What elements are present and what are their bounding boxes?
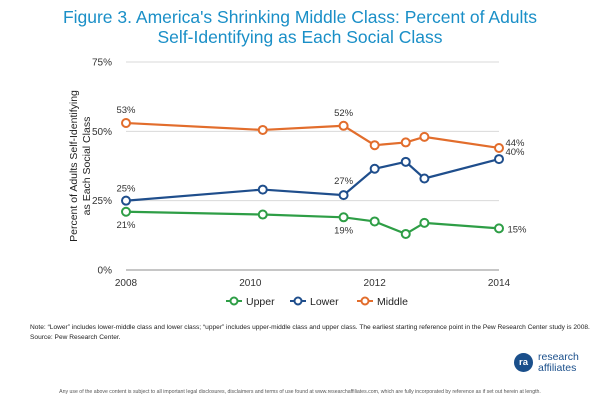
series-line-middle xyxy=(125,121,500,150)
legend-label: Lower xyxy=(310,296,339,308)
x-tick-label: 2012 xyxy=(364,278,387,289)
chart-title-line-1: Figure 3. America's Shrinking Middle Cla… xyxy=(62,7,538,27)
logo-text-line-1: research xyxy=(538,351,579,363)
data-point-marker xyxy=(400,156,411,167)
data-label: 19% xyxy=(334,225,354,236)
legend-marker xyxy=(229,296,239,306)
x-tick-label: 2008 xyxy=(115,278,138,289)
y-axis-label-line-2: as Each Social Class xyxy=(81,117,93,216)
data-point-marker xyxy=(257,209,268,220)
legend-marker xyxy=(360,296,370,306)
legend-label: Middle xyxy=(377,296,408,308)
source-text: Source: Pew Research Center. xyxy=(30,334,121,341)
data-label: 40% xyxy=(505,147,525,158)
y-axis-label-line-1: Percent of Adults Self-Identifying xyxy=(68,90,80,242)
data-label: 52% xyxy=(334,108,354,119)
data-point-marker xyxy=(400,137,411,148)
logo-text-line-2: affiliates xyxy=(538,362,577,374)
note-text: Note: “Lower” includes lower-middle clas… xyxy=(30,324,590,331)
legal-disclaimer: Any use of the above content is subject … xyxy=(59,389,541,395)
data-point-marker xyxy=(338,190,349,201)
data-point-marker xyxy=(257,124,268,135)
data-label: 25% xyxy=(116,184,136,195)
legend-label: Upper xyxy=(246,296,275,308)
x-tick-label: 2010 xyxy=(239,278,262,289)
data-label: 44% xyxy=(505,138,525,149)
data-label: 21% xyxy=(116,220,136,231)
data-point-marker xyxy=(494,154,504,165)
data-point-marker xyxy=(121,118,131,129)
data-point-marker xyxy=(419,131,430,142)
data-point-marker xyxy=(369,163,380,174)
data-label: 53% xyxy=(116,105,136,116)
x-tick-label: 2014 xyxy=(488,278,511,289)
y-tick-label: 0% xyxy=(98,266,113,277)
chart-title: Figure 3. America's Shrinking Middle Cla… xyxy=(0,7,600,47)
data-point-marker xyxy=(400,228,411,239)
chart-notes: Note: “Lower” includes lower-middle clas… xyxy=(30,323,590,343)
legend-marker xyxy=(293,296,303,306)
data-point-marker xyxy=(121,195,131,206)
data-point-marker xyxy=(369,140,380,151)
series-line-upper xyxy=(125,210,500,236)
line-chart: 0% 25% 50% 75% 2008 2010 2012 2014 Percent of Ad… xyxy=(68,58,527,309)
data-point-marker xyxy=(257,184,268,195)
logo-mark-icon: ra xyxy=(514,353,533,372)
y-tick-label: 75% xyxy=(92,58,112,69)
data-point-marker xyxy=(369,216,380,227)
data-point-marker xyxy=(494,223,504,234)
data-label: 15% xyxy=(507,224,527,235)
data-point-marker xyxy=(419,173,430,184)
data-point-marker xyxy=(419,217,430,228)
series-line-lower xyxy=(125,158,500,202)
data-label: 27% xyxy=(334,176,354,187)
data-point-marker xyxy=(121,206,131,217)
data-point-marker xyxy=(338,120,349,131)
data-point-marker xyxy=(338,212,349,223)
data-point-marker xyxy=(494,142,504,153)
chart-title-line-2: Self-Identifying as Each Social Class xyxy=(157,27,443,47)
research-affiliates-logo: ra research affiliates xyxy=(514,352,596,378)
y-tick-label: 25% xyxy=(92,196,112,207)
y-tick-label: 50% xyxy=(92,127,112,138)
